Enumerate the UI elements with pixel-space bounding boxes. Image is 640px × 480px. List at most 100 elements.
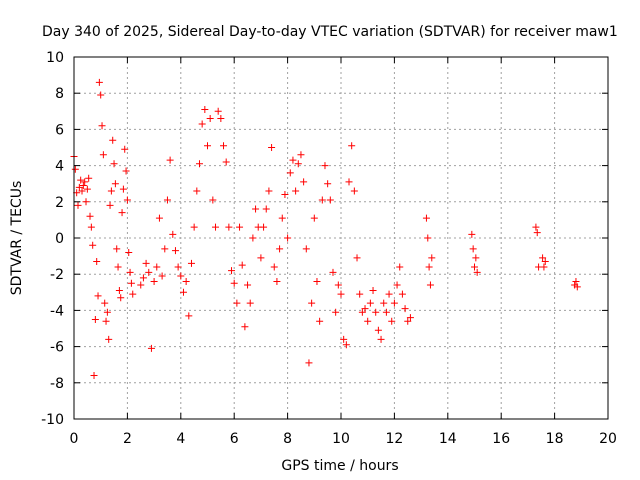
x-tick-label: 2 — [123, 431, 132, 447]
y-tick-label: 6 — [55, 122, 64, 138]
data-point — [249, 234, 257, 242]
y-tick-label: 8 — [55, 86, 64, 102]
x-tick-label: 10 — [332, 431, 350, 447]
data-point — [398, 290, 406, 298]
data-point — [214, 107, 222, 115]
data-point — [139, 274, 147, 282]
data-point — [182, 277, 190, 285]
data-point — [533, 229, 541, 237]
data-point — [114, 263, 122, 271]
data-point — [81, 178, 89, 186]
data-point — [93, 258, 101, 266]
data-point — [179, 288, 187, 296]
data-point — [225, 223, 233, 231]
y-axis-label: SDTVAR / TECUs — [9, 181, 25, 296]
data-point — [308, 299, 316, 307]
data-point — [110, 160, 118, 168]
data-point — [284, 234, 292, 242]
y-tick-label: -4 — [50, 303, 64, 319]
data-point — [337, 290, 345, 298]
data-point — [332, 308, 340, 316]
x-tick-label: 0 — [70, 431, 79, 447]
data-point — [305, 359, 313, 367]
data-point — [390, 299, 398, 307]
data-point — [118, 209, 126, 217]
x-tick-label: 16 — [492, 431, 510, 447]
data-point — [99, 151, 107, 159]
data-point — [125, 248, 133, 256]
y-tick-label: -2 — [50, 267, 64, 283]
data-point — [174, 263, 182, 271]
data-point — [281, 191, 289, 199]
data-point — [236, 223, 244, 231]
data-point — [270, 263, 278, 271]
data-point — [380, 299, 388, 307]
y-tick-label: 10 — [46, 50, 64, 66]
data-point — [220, 142, 228, 150]
data-point — [90, 372, 98, 380]
data-point — [426, 281, 434, 289]
data-point — [171, 247, 179, 255]
data-point — [334, 281, 342, 289]
data-point — [540, 263, 548, 271]
data-point — [425, 263, 433, 271]
data-point — [541, 258, 549, 266]
data-point — [155, 214, 163, 222]
data-point — [121, 145, 129, 153]
data-point — [265, 187, 273, 195]
data-point — [85, 174, 93, 182]
data-point — [150, 277, 158, 285]
data-point — [153, 263, 161, 271]
data-point — [372, 308, 380, 316]
data-point — [374, 326, 382, 334]
data-point — [74, 201, 82, 209]
data-point — [318, 196, 326, 204]
data-point — [369, 286, 377, 294]
data-point — [230, 279, 238, 287]
y-tick-label: -8 — [50, 376, 64, 392]
x-axis-label: GPS time / hours — [281, 458, 398, 474]
data-point — [382, 308, 390, 316]
x-tick-label: 20 — [599, 431, 617, 447]
data-point — [129, 290, 137, 298]
data-point — [388, 317, 396, 325]
data-point — [366, 299, 374, 307]
data-point — [286, 169, 294, 177]
data-point — [75, 183, 83, 191]
data-point — [113, 245, 121, 253]
data-point — [385, 290, 393, 298]
data-point — [356, 290, 364, 298]
data-point — [193, 187, 201, 195]
data-point — [406, 314, 414, 322]
x-tick-label: 8 — [283, 431, 292, 447]
data-point — [145, 268, 153, 276]
x-tick-label: 14 — [439, 431, 457, 447]
data-point — [469, 245, 477, 253]
data-points — [70, 78, 581, 380]
data-point — [187, 259, 195, 267]
data-point — [345, 178, 353, 186]
data-point — [233, 299, 241, 307]
data-point — [428, 254, 436, 262]
data-point — [244, 281, 252, 289]
data-point — [238, 261, 246, 269]
data-point — [201, 105, 209, 113]
data-point — [300, 178, 308, 186]
data-point — [313, 277, 321, 285]
data-point — [297, 151, 305, 159]
data-point — [348, 142, 356, 150]
data-point — [276, 245, 284, 253]
data-point — [71, 165, 79, 173]
data-point — [78, 187, 86, 195]
data-point — [424, 234, 432, 242]
data-point — [340, 335, 348, 343]
data-point — [185, 312, 193, 320]
data-point — [111, 180, 119, 188]
data-point — [106, 201, 114, 209]
data-point — [468, 230, 476, 238]
data-point — [122, 167, 130, 175]
data-point — [107, 187, 115, 195]
data-point — [396, 263, 404, 271]
